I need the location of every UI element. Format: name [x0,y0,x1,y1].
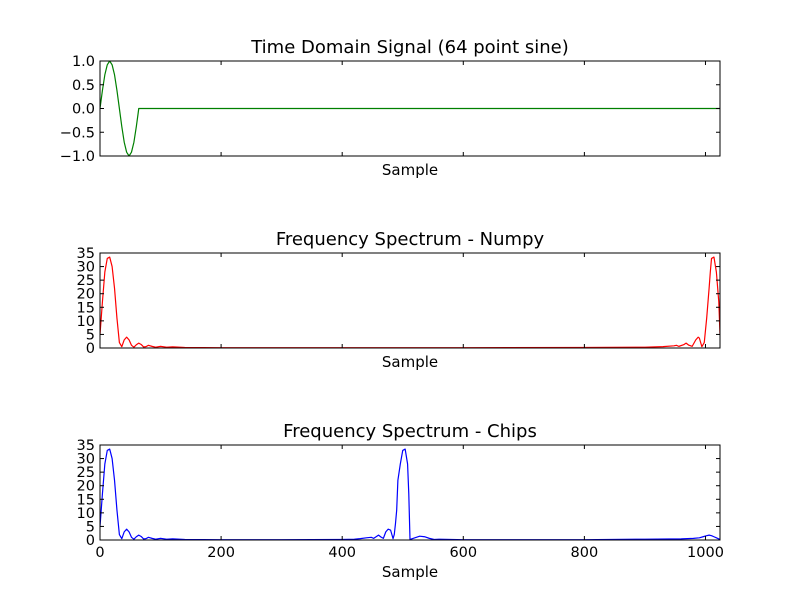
y-tick-label: 30 [77,260,95,276]
axes-frame [99,252,721,349]
x-tick-label: 0 [95,545,104,561]
chart-title: Frequency Spectrum - Chips [283,421,537,442]
y-tick-label: 5 [86,327,95,343]
y-tick-label: 20 [77,479,95,495]
y-tick-label: 15 [77,492,95,508]
x-axis-label: Sample [382,353,438,371]
y-tick-label: 15 [77,300,95,316]
x-tick-label: 400 [328,545,356,561]
y-tick-label: 0 [86,341,95,357]
x-axis-label: Sample [382,563,438,581]
y-tick-label: 25 [77,273,95,289]
y-tick-label: 25 [77,465,95,481]
x-tick-label: 200 [207,545,235,561]
y-tick-label: 10 [77,506,95,522]
y-tick-label: 0.0 [72,102,95,118]
y-tick-label: 1.0 [72,54,95,70]
plot-spectrum-chips: Frequency Spectrum - Chips Sample 0 200 40… [77,421,724,581]
x-tick-label: 600 [449,545,477,561]
x-axis-label: Sample [382,161,438,179]
axes-frame [99,444,721,541]
y-tick-label: −0.5 [60,125,95,141]
y-tick-label: 0.5 [72,78,95,94]
y-tick-label: 0 [86,533,95,549]
y-tick-label: 20 [77,287,95,303]
chart-title: Time Domain Signal (64 point sine) [250,37,569,58]
plot-spectrum-numpy: Frequency Spectrum - Numpy Sample 051015… [77,229,721,371]
y-tick-label: 10 [77,314,95,330]
x-tick-label: 1000 [687,545,724,561]
chart-title: Frequency Spectrum - Numpy [276,229,545,250]
x-tick-label: 800 [571,545,599,561]
y-tick-label: 35 [77,438,95,454]
series-line-0 [100,448,720,540]
y-tick-label: 5 [86,519,95,535]
series-line-0 [100,256,720,348]
y-tick-label: 35 [77,246,95,262]
y-tick-label: −1.0 [60,149,95,165]
y-tick-label: 30 [77,452,95,468]
plot-time-domain: Time Domain Signal (64 point sine) Sampl… [60,37,721,179]
series-line-0 [100,61,720,156]
